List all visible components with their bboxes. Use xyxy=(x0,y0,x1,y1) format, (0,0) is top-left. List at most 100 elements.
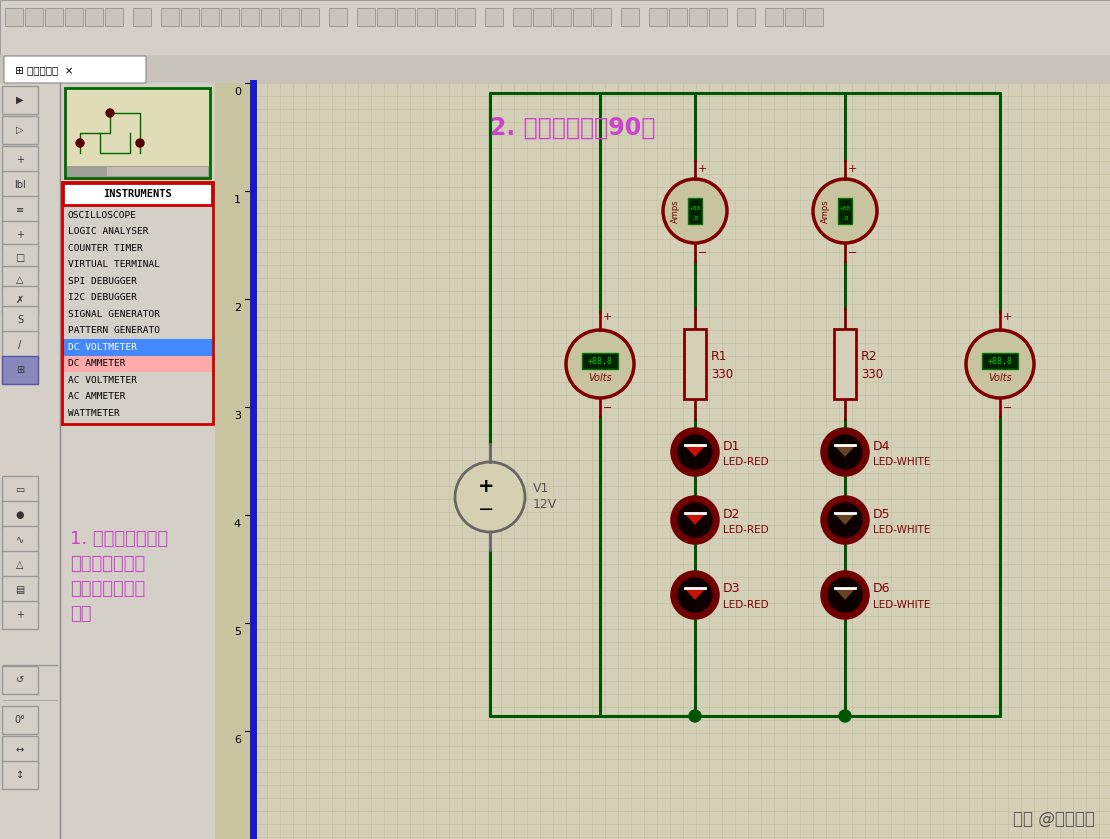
Text: Volts: Volts xyxy=(588,373,612,383)
Text: −: − xyxy=(1003,403,1012,413)
Text: ≡: ≡ xyxy=(16,205,24,215)
Text: 2: 2 xyxy=(234,303,241,313)
Text: −: − xyxy=(477,499,494,519)
Bar xyxy=(301,8,319,26)
Bar xyxy=(133,8,151,26)
Bar xyxy=(261,8,279,26)
Text: 1: 1 xyxy=(234,195,241,205)
Text: LED-RED: LED-RED xyxy=(723,525,768,535)
Polygon shape xyxy=(685,513,705,524)
Text: +88: +88 xyxy=(839,206,850,211)
Text: 1. 点击仪器按鈕，
把直流电流表和
电压表放置到绘
图区: 1. 点击仪器按鈕， 把直流电流表和 电压表放置到绘 图区 xyxy=(70,530,168,623)
Text: +88.8: +88.8 xyxy=(587,357,613,366)
Bar xyxy=(357,8,375,26)
Bar xyxy=(181,8,199,26)
Bar xyxy=(62,339,213,356)
Bar xyxy=(457,8,475,26)
Bar xyxy=(2,476,38,504)
Bar xyxy=(437,8,455,26)
Text: 6: 6 xyxy=(234,735,241,745)
Text: +: + xyxy=(477,477,494,497)
Bar xyxy=(669,8,687,26)
Text: .8: .8 xyxy=(692,216,699,221)
Polygon shape xyxy=(835,446,855,456)
Text: 330: 330 xyxy=(861,367,884,381)
FancyBboxPatch shape xyxy=(4,56,147,83)
Bar xyxy=(85,8,103,26)
Circle shape xyxy=(137,139,144,147)
Bar xyxy=(785,8,803,26)
Bar xyxy=(620,8,639,26)
Circle shape xyxy=(828,578,862,612)
Bar xyxy=(241,8,259,26)
Bar xyxy=(67,166,107,176)
Text: ↔: ↔ xyxy=(16,745,24,755)
Text: 头条 @逮炀雅起: 头条 @逮炀雅起 xyxy=(1013,810,1094,828)
Text: ↺: ↺ xyxy=(16,675,24,685)
Circle shape xyxy=(823,429,868,475)
Bar xyxy=(0,55,1110,83)
Bar xyxy=(805,8,823,26)
Circle shape xyxy=(672,572,718,618)
Bar xyxy=(684,329,706,399)
Bar xyxy=(2,356,38,384)
Bar xyxy=(688,198,702,224)
Bar xyxy=(2,196,38,224)
Bar xyxy=(2,761,38,789)
Text: COUNTER TIMER: COUNTER TIMER xyxy=(68,244,143,253)
Circle shape xyxy=(105,109,114,117)
Circle shape xyxy=(455,462,525,532)
Circle shape xyxy=(966,330,1035,398)
Text: ↕: ↕ xyxy=(16,770,24,780)
Text: +: + xyxy=(848,164,857,174)
Bar xyxy=(417,8,435,26)
Text: D5: D5 xyxy=(872,508,890,520)
Bar xyxy=(215,83,250,839)
Bar xyxy=(67,166,208,176)
Text: +: + xyxy=(603,312,613,322)
Bar xyxy=(737,8,755,26)
Text: ●: ● xyxy=(16,510,24,520)
Text: Volts: Volts xyxy=(988,373,1012,383)
Bar xyxy=(6,8,23,26)
Circle shape xyxy=(823,572,868,618)
Bar xyxy=(161,8,179,26)
Bar xyxy=(63,183,212,205)
Bar xyxy=(834,329,856,399)
Bar xyxy=(593,8,610,26)
Bar xyxy=(2,601,38,629)
Bar xyxy=(65,88,210,178)
Text: −: − xyxy=(603,403,613,413)
Text: VIRTUAL TERMINAL: VIRTUAL TERMINAL xyxy=(68,260,160,269)
Bar xyxy=(62,356,213,372)
Text: WATTMETER: WATTMETER xyxy=(68,409,120,418)
Text: S: S xyxy=(17,315,23,325)
Bar xyxy=(2,266,38,294)
Polygon shape xyxy=(685,446,705,456)
Bar xyxy=(2,306,38,334)
Bar xyxy=(533,8,551,26)
Text: SPI DEBUGGER: SPI DEBUGGER xyxy=(68,277,137,286)
Circle shape xyxy=(678,503,712,537)
Circle shape xyxy=(828,503,862,537)
Text: +: + xyxy=(16,155,24,165)
Bar xyxy=(2,526,38,554)
Text: R1: R1 xyxy=(712,350,728,362)
Text: LED-WHITE: LED-WHITE xyxy=(872,600,930,610)
Bar xyxy=(2,551,38,579)
Text: ▭: ▭ xyxy=(16,485,24,495)
Circle shape xyxy=(828,435,862,469)
Text: /: / xyxy=(19,340,21,350)
Text: −: − xyxy=(698,248,707,258)
Bar xyxy=(2,576,38,604)
Bar xyxy=(553,8,571,26)
Text: DC AMMETER: DC AMMETER xyxy=(68,359,125,368)
Bar xyxy=(2,116,38,144)
Text: LED-WHITE: LED-WHITE xyxy=(872,457,930,467)
Text: R2: R2 xyxy=(861,350,878,362)
Bar xyxy=(709,8,727,26)
Bar xyxy=(2,286,38,314)
Text: V1: V1 xyxy=(533,482,549,496)
Text: ▤: ▤ xyxy=(16,585,24,595)
Text: SIGNAL GENERATOR: SIGNAL GENERATOR xyxy=(68,310,160,319)
